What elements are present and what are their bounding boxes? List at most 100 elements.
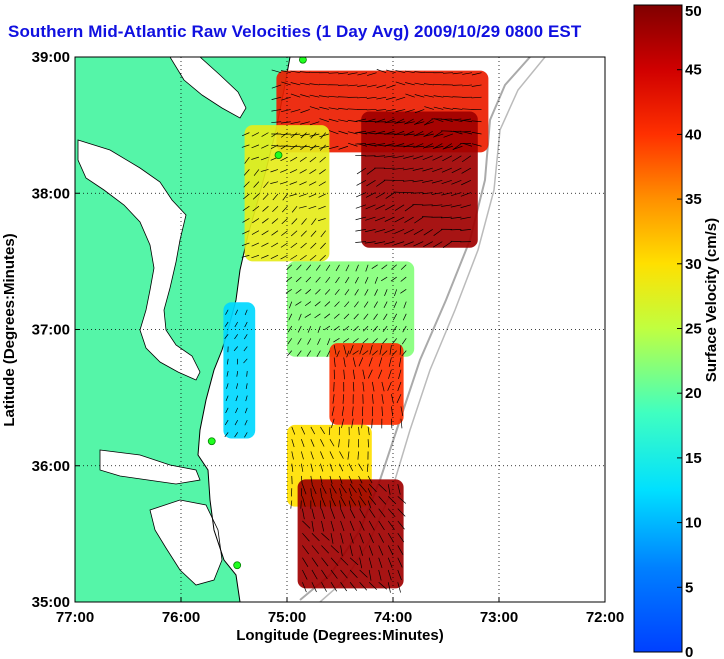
velocity-vector bbox=[311, 484, 317, 495]
velocity-vector bbox=[374, 130, 386, 135]
velocity-vector bbox=[371, 418, 373, 429]
velocity-vector bbox=[320, 426, 326, 435]
velocity-vector bbox=[381, 381, 385, 392]
velocity-vector bbox=[393, 313, 398, 321]
velocity-vector bbox=[367, 500, 372, 509]
velocity-vector bbox=[243, 358, 248, 364]
velocity-vector bbox=[450, 204, 462, 208]
velocity-vector bbox=[333, 345, 337, 355]
velocity-vector bbox=[302, 496, 306, 507]
velocity-vector bbox=[471, 72, 482, 76]
velocity-vector bbox=[358, 463, 364, 471]
velocity-cell bbox=[223, 302, 256, 439]
velocity-vector bbox=[225, 395, 229, 401]
velocity-vector bbox=[329, 451, 334, 459]
velocity-vector bbox=[282, 193, 288, 201]
velocity-vector bbox=[330, 557, 339, 566]
velocity-vector bbox=[321, 557, 329, 567]
velocity-vector bbox=[340, 569, 348, 579]
velocity-vector bbox=[291, 451, 294, 460]
velocity-vector bbox=[382, 325, 388, 332]
velocity-vector bbox=[367, 72, 377, 76]
velocity-vector bbox=[387, 520, 395, 530]
velocity-vector bbox=[374, 143, 386, 146]
velocity-vector bbox=[251, 230, 260, 235]
velocity-vector bbox=[357, 72, 368, 76]
velocity-vector bbox=[441, 179, 452, 185]
velocity-vector bbox=[324, 289, 331, 295]
velocity-vector bbox=[299, 193, 307, 197]
velocity-vector bbox=[394, 204, 405, 211]
velocity-vector bbox=[243, 181, 250, 188]
velocity-vector bbox=[271, 84, 282, 89]
velocity-vector bbox=[366, 463, 369, 472]
velocity-vector bbox=[372, 338, 378, 344]
velocity-vector bbox=[319, 156, 326, 163]
velocity-vector bbox=[365, 118, 376, 123]
velocity-vector bbox=[423, 118, 433, 126]
velocity-vector bbox=[340, 520, 345, 532]
velocity-vector bbox=[443, 95, 453, 98]
velocity-vector bbox=[397, 484, 401, 495]
velocity-vector bbox=[271, 121, 282, 123]
velocity-vector bbox=[358, 475, 363, 484]
velocity-vector bbox=[394, 118, 405, 124]
colorbar-label: Surface Velocity (cm/s) bbox=[703, 218, 720, 382]
y-tick-label: 36:00 bbox=[32, 458, 70, 475]
velocity-vector bbox=[290, 254, 298, 260]
velocity-vector bbox=[291, 463, 294, 472]
velocity-vector bbox=[280, 132, 288, 138]
velocity-vector bbox=[290, 133, 301, 136]
velocity-vector bbox=[460, 118, 471, 122]
velocity-vector bbox=[319, 133, 329, 138]
velocity-vector bbox=[374, 276, 378, 284]
velocity-cell bbox=[287, 261, 415, 357]
velocity-vector bbox=[461, 155, 472, 163]
velocity-vector bbox=[386, 84, 396, 89]
velocity-vector bbox=[404, 70, 415, 74]
velocity-vector bbox=[381, 406, 383, 417]
velocity-vector bbox=[272, 193, 279, 201]
velocity-vector bbox=[353, 325, 359, 332]
velocity-vector bbox=[356, 192, 367, 198]
velocity-vector bbox=[338, 119, 349, 123]
velocity-vector bbox=[225, 407, 229, 414]
velocity-vector bbox=[236, 370, 239, 377]
velocity-vector bbox=[387, 557, 393, 568]
velocity-vector bbox=[368, 483, 377, 493]
velocity-vector bbox=[291, 205, 298, 213]
velocity-vector bbox=[331, 406, 335, 416]
velocity-vector bbox=[358, 426, 360, 436]
velocity-vector bbox=[393, 241, 405, 246]
velocity-vector bbox=[405, 109, 415, 113]
velocity-vector bbox=[235, 407, 239, 414]
colorbar-tick-label: 10 bbox=[685, 515, 702, 532]
velocity-vector bbox=[347, 84, 358, 87]
velocity-vector bbox=[281, 96, 291, 101]
velocity-vector bbox=[355, 130, 367, 134]
velocity-vector bbox=[338, 72, 348, 75]
velocity-vector bbox=[289, 169, 298, 174]
velocity-vector bbox=[338, 439, 340, 448]
velocity-vector bbox=[271, 218, 279, 224]
velocity-vector bbox=[302, 557, 309, 568]
velocity-vector bbox=[363, 301, 369, 308]
velocity-vector bbox=[271, 69, 282, 74]
velocity-vector bbox=[368, 533, 374, 544]
velocity-vector bbox=[234, 432, 239, 438]
velocity-vector bbox=[359, 533, 364, 544]
velocity-vector bbox=[450, 216, 462, 219]
velocity-vector bbox=[381, 264, 388, 270]
velocity-vector bbox=[358, 488, 362, 497]
velocity-vector bbox=[403, 130, 414, 136]
velocity-vector bbox=[243, 193, 250, 200]
velocity-vector bbox=[462, 108, 472, 110]
velocity-vector bbox=[321, 483, 327, 494]
velocity-vector bbox=[384, 130, 395, 135]
velocity-vector bbox=[362, 338, 369, 344]
velocity-vector bbox=[281, 218, 288, 225]
velocity-vector bbox=[387, 582, 391, 593]
velocity-vector bbox=[397, 557, 403, 568]
velocity-vector bbox=[343, 338, 350, 343]
velocity-vector bbox=[357, 96, 368, 99]
